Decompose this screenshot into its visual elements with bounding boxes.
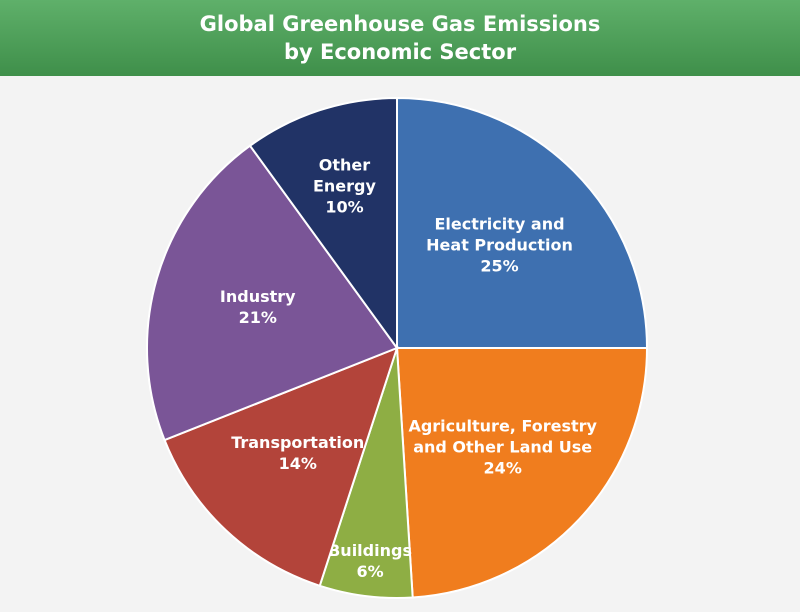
pie-slice <box>248 96 398 352</box>
slice-label: Other Energy 10% <box>313 155 377 216</box>
slice-percent-label: 14% <box>279 454 317 473</box>
slice-label: Industry 21% <box>220 287 296 327</box>
slice-label: Electricity and Heat Production 25% <box>426 214 573 275</box>
slice-label: Transportation 14% <box>231 433 364 473</box>
slice-percent-label: 24% <box>484 458 522 477</box>
pie-slice <box>163 346 399 588</box>
slice-percent-label: 21% <box>239 308 277 327</box>
chart-title-line-2: by Economic Sector <box>283 40 517 64</box>
slice-percent-label: 6% <box>356 562 383 581</box>
pie-slice <box>396 96 649 349</box>
slice-name-label: Buildings <box>328 541 412 560</box>
chart-title-line-1: Global Greenhouse Gas Emissions <box>199 12 601 36</box>
pie-chart: Electricity and Heat Production 25% Agricul… <box>146 96 649 599</box>
slice-name-label: Agriculture, Forestry <box>408 416 597 435</box>
slice-name-label: Transportation <box>231 433 364 452</box>
pie-slice <box>395 347 649 599</box>
slice-percent-label: 25% <box>480 256 518 275</box>
slice-label: Buildings 6% <box>328 541 412 581</box>
slice-name-label: Other <box>319 155 370 174</box>
slice-name-label: Energy <box>313 176 377 195</box>
slice-label: Agriculture, Forestry and Other Land Use 2… <box>408 416 597 477</box>
slice-name-label: and Other Land Use <box>413 437 592 456</box>
pie-slice <box>146 144 399 442</box>
slice-name-label: Heat Production <box>426 235 573 254</box>
slice-name-label: Electricity and <box>435 214 565 233</box>
chart-title-banner: Global Greenhouse Gas Emissions by Econo… <box>0 0 800 76</box>
slice-percent-label: 10% <box>325 197 363 216</box>
slice-name-label: Industry <box>220 287 296 306</box>
